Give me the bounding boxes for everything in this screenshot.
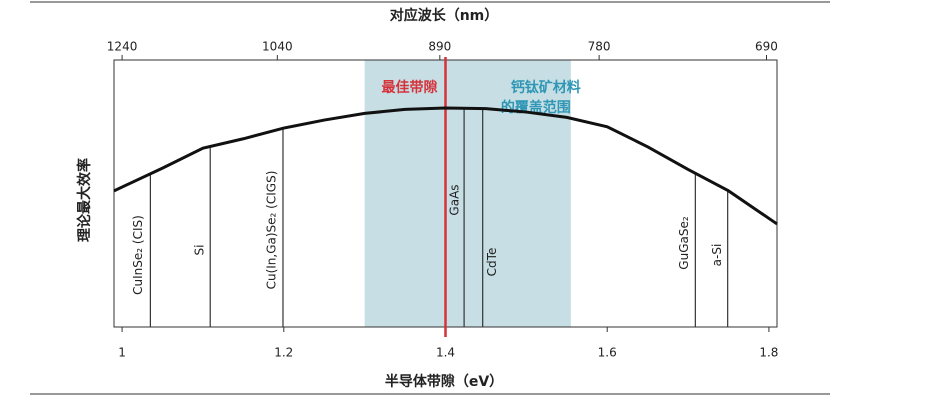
material-label: CuInSe₂ (CIS) [131, 215, 145, 295]
optimal-label: 最佳带隙 [382, 79, 438, 96]
x2-tick-label: 890 [428, 40, 451, 54]
chart-title: 对应波长（nm） [390, 7, 499, 24]
x-tick-label: 1.8 [759, 346, 778, 360]
x2-tick-label: 780 [588, 40, 611, 54]
material-label: Cu(In,Ga)Se₂ (CIGS) [264, 171, 278, 290]
material-label: GuGaSe₂ [677, 216, 691, 270]
material-label: Si [193, 245, 207, 256]
y-axis-label: 理论最大效率 [76, 158, 93, 242]
efficiency-curve [113, 106, 778, 226]
x-tick-label: 1.6 [598, 346, 617, 360]
x-tick-label: 1 [118, 346, 126, 360]
x-axis-label: 半导体带隙（eV） [385, 373, 503, 390]
x2-tick-label: 1040 [262, 40, 293, 54]
x-tick-label: 1.4 [436, 346, 455, 360]
material-label: a-Si [710, 244, 724, 267]
perovskite-range [364, 60, 571, 327]
x2-tick-label: 690 [755, 40, 778, 54]
material-label: GaAs [448, 184, 462, 215]
x-tick-label: 1.2 [274, 346, 293, 360]
x2-tick-label: 1240 [107, 40, 138, 54]
material-label: CdTe [485, 248, 499, 277]
perovskite-label: 钙钛矿材料 [511, 79, 581, 96]
